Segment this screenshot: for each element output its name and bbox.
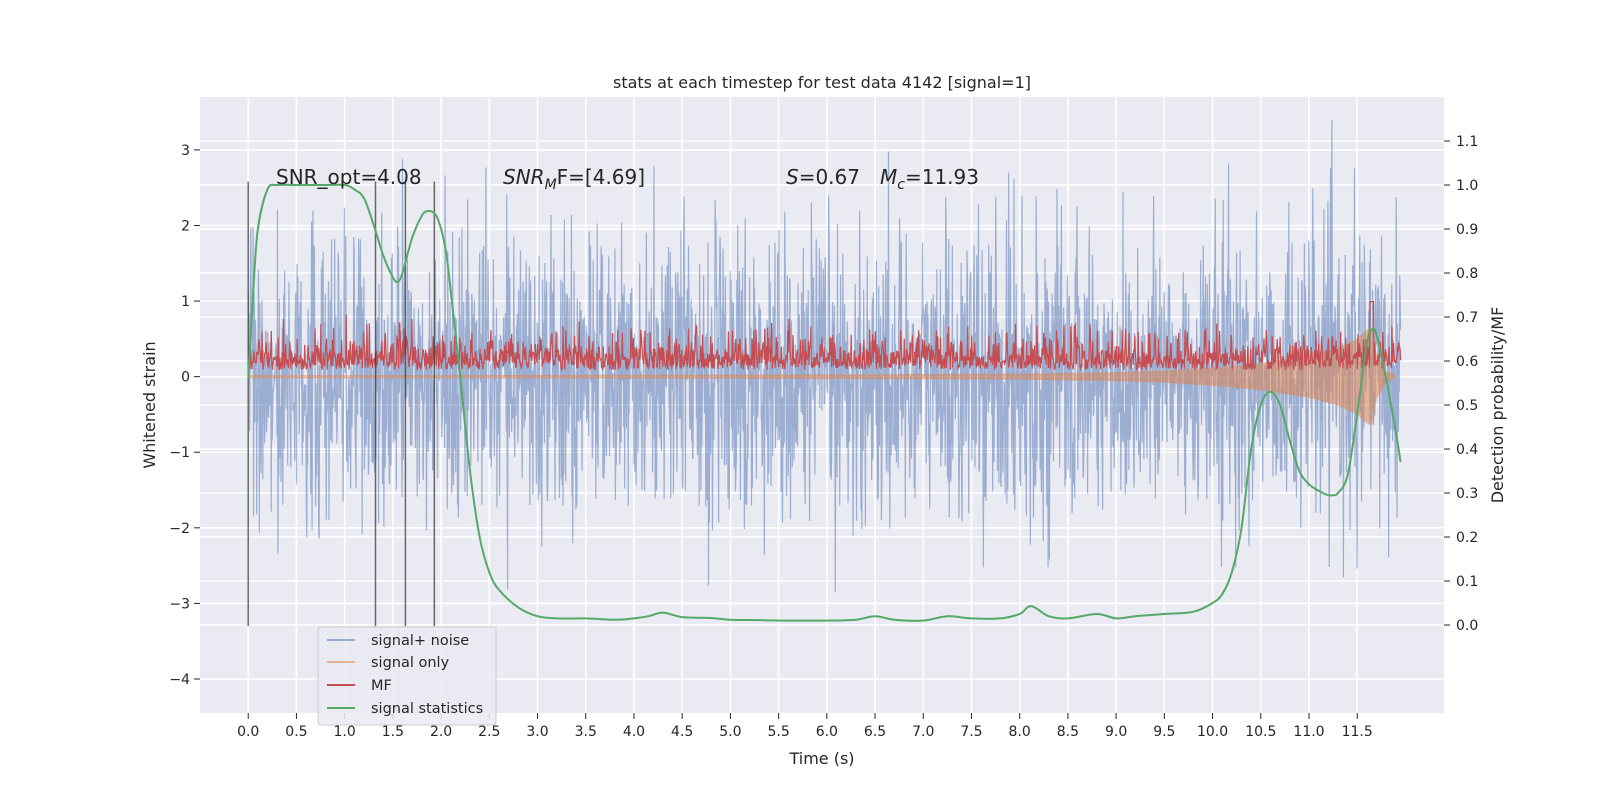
line-signal-only: [247, 327, 1397, 426]
y-tick-labels: 3 2 1 0 −1 −2 −3 −4: [169, 143, 200, 688]
annotation-snr-mf: SNRMF=[4.69]: [503, 165, 645, 193]
x-tick-label: 3.5: [575, 724, 597, 740]
annotation-mc: Mc=11.93: [880, 165, 979, 193]
x-tick-label: 8.5: [1057, 724, 1079, 740]
y2-tick-label: 0.1: [1456, 574, 1478, 590]
x-tick-label: 0.5: [285, 724, 307, 740]
x-tick-label: 2.0: [430, 724, 452, 740]
y2-tick-label: 0.4: [1456, 442, 1478, 458]
y2-tick-label: 0.5: [1456, 398, 1478, 414]
annotation-mc-value: =11.93: [905, 165, 979, 189]
series-mf: [247, 301, 1402, 372]
annotation-s-symbol: S: [786, 165, 799, 189]
y2-tick-label: 0.8: [1456, 266, 1478, 282]
series-signal-only: [247, 327, 1397, 426]
y2-tick-label: 0.6: [1456, 354, 1478, 370]
x-tick-label: 5.5: [767, 724, 789, 740]
chart-title: stats at each timestep for test data 414…: [613, 73, 1031, 92]
annotation-s: S=0.67: [786, 165, 860, 189]
y2-axis-label: Detection probability/MF: [1488, 307, 1507, 504]
x-tick-label: 4.5: [671, 724, 693, 740]
x-tick-labels: 0.0 0.5 1.0 1.5 2.0 2.5 3.0 3.5 4.0 4.5 5.0 5.5 6.0 6…: [237, 713, 1373, 740]
x-tick-label: 7.0: [912, 724, 934, 740]
annotation-s-value: =0.67: [799, 165, 860, 189]
annotation-snr-opt: SNR_opt=4.08: [276, 165, 422, 189]
annotation-mc-subscript: c: [897, 177, 905, 193]
x-tick-label: 11.5: [1342, 724, 1373, 740]
x-tick-label: 3.0: [526, 724, 548, 740]
x-tick-label: 11.0: [1293, 724, 1324, 740]
y-tick-label: −3: [169, 596, 190, 612]
y2-tick-label: 0.3: [1456, 486, 1478, 502]
y2-tick-label: 0.7: [1456, 310, 1478, 326]
y2-tick-label: 0.0: [1456, 618, 1478, 634]
annotation-snr-mf-subscript: M: [545, 177, 557, 193]
y-tick-label: 1: [181, 294, 190, 310]
x-tick-label: 9.0: [1105, 724, 1127, 740]
y2-tick-label: 1.1: [1456, 134, 1478, 150]
line-mf: [247, 301, 1402, 372]
legend-label-signal-statistics: signal statistics: [371, 701, 483, 717]
x-tick-label: 2.5: [478, 724, 500, 740]
x-tick-label: 10.0: [1197, 724, 1228, 740]
legend-label-signal-noise: signal+ noise: [371, 633, 469, 649]
x-tick-label: 1.5: [382, 724, 404, 740]
x-tick-label: 4.0: [623, 724, 645, 740]
y-tick-label: −2: [169, 521, 190, 537]
line-signal-statistics: [247, 183, 1402, 622]
y-tick-label: −1: [169, 445, 190, 461]
x-tick-label: 1.0: [334, 724, 356, 740]
y-axis-label: Whitened strain: [140, 341, 159, 468]
annotation-snr-mf-value: F=[4.69]: [557, 165, 645, 189]
x-tick-label: 8.0: [1009, 724, 1031, 740]
x-axis-label: Time (s): [788, 749, 854, 768]
vertical-markers: [247, 181, 436, 627]
y-tick-label: 3: [181, 143, 190, 159]
y-tick-label: 0: [181, 370, 190, 386]
legend-label-signal-only: signal only: [371, 655, 450, 671]
y2-tick-label: 1.0: [1456, 178, 1478, 194]
y-tick-label: 2: [181, 218, 190, 234]
series-signal-statistics: [247, 183, 1402, 622]
x-tick-label: 10.5: [1245, 724, 1276, 740]
x-tick-label: 9.5: [1153, 724, 1175, 740]
annotation-snr-mf-symbol: SNR: [503, 165, 545, 189]
annotation-mc-symbol: M: [880, 165, 897, 189]
y2-tick-label: 0.2: [1456, 530, 1478, 546]
legend-label-mf: MF: [371, 678, 392, 694]
y-tick-label: −4: [169, 672, 190, 688]
y2-tick-label: 0.9: [1456, 222, 1478, 238]
x-tick-label: 7.5: [960, 724, 982, 740]
x-tick-label: 5.0: [719, 724, 741, 740]
y2-tick-labels: 1.1 1.0 0.9 0.8 0.7 0.6 0.5 0.4 0.3 0.2 0.1 0.0: [1444, 134, 1478, 634]
x-tick-label: 6.0: [816, 724, 838, 740]
legend: signal+ noise signal only MF signal stat…: [317, 626, 497, 726]
x-tick-label: 0.0: [237, 724, 259, 740]
x-tick-label: 6.5: [864, 724, 886, 740]
legend-box: [317, 626, 497, 726]
